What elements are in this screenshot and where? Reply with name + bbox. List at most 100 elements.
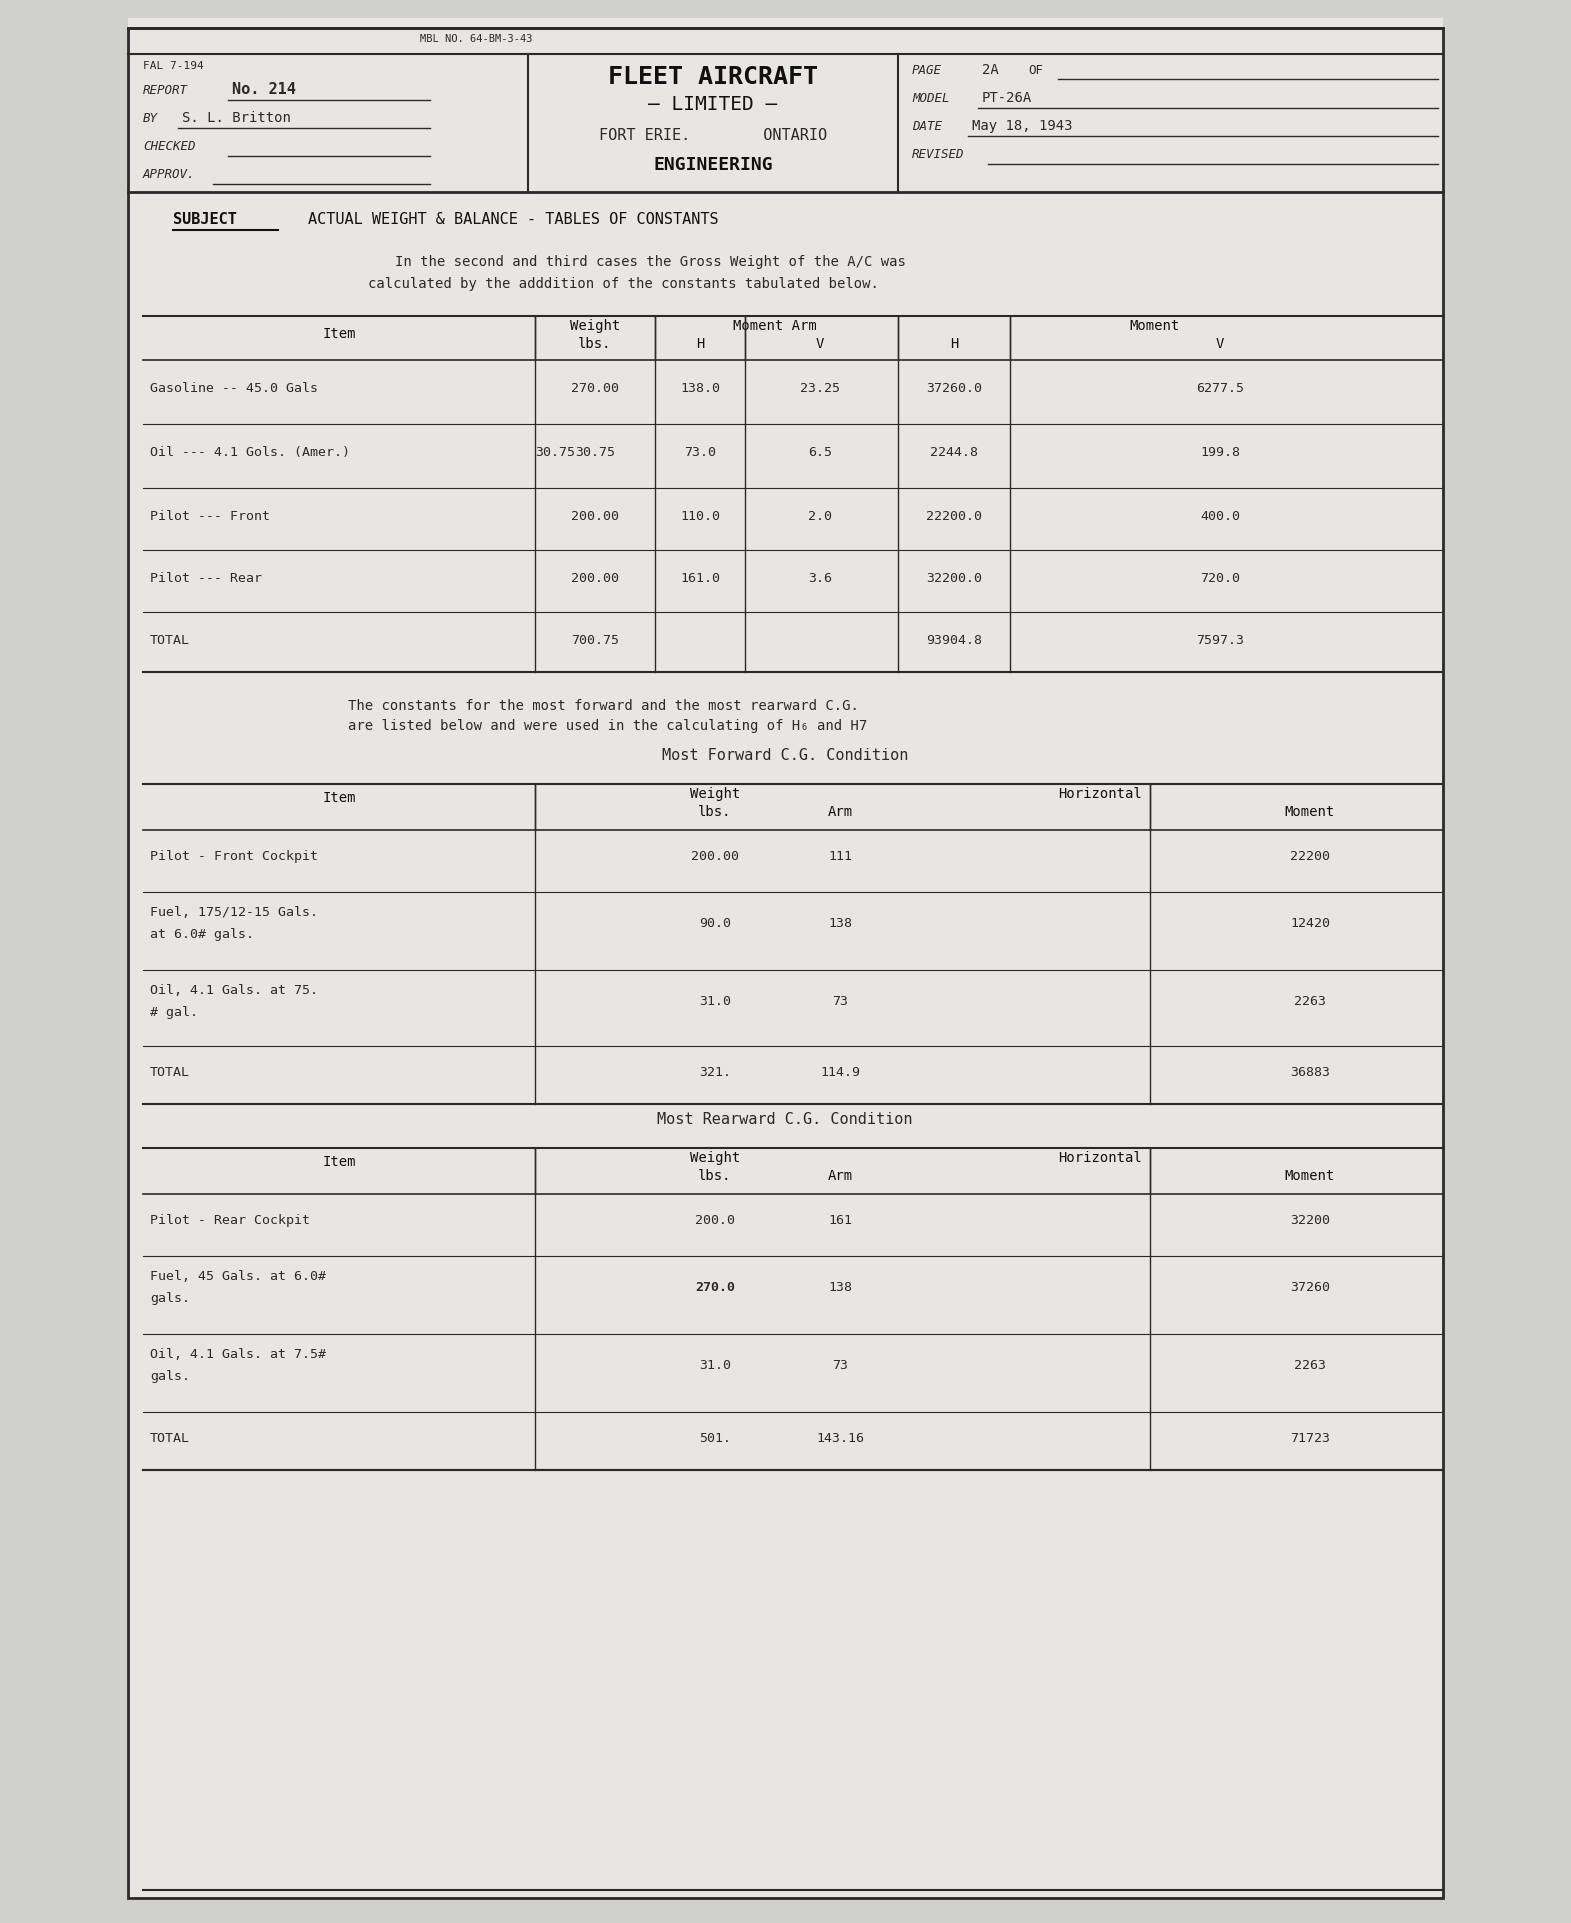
Text: Gasoline -- 45.0 Gals: Gasoline -- 45.0 Gals [149,383,317,394]
Text: 700.75: 700.75 [570,635,619,646]
Text: No. 214: No. 214 [233,83,295,96]
Text: Pilot --- Front: Pilot --- Front [149,510,270,523]
Text: calculated by the adddition of the constants tabulated below.: calculated by the adddition of the const… [368,277,878,290]
Text: 73.0: 73.0 [683,446,716,460]
Text: Pilot --- Rear: Pilot --- Rear [149,571,262,585]
Text: Horizontal: Horizontal [1059,787,1142,802]
Text: H: H [696,337,704,352]
Text: Item: Item [322,790,355,806]
Text: 37260.0: 37260.0 [925,383,982,394]
Text: OF: OF [1027,63,1043,77]
Text: 270.0: 270.0 [694,1281,735,1294]
Text: 36883: 36883 [1290,1065,1331,1079]
Text: 161.0: 161.0 [680,571,720,585]
Text: 200.00: 200.00 [691,850,738,863]
Bar [127,17,1444,1898]
Text: 400.0: 400.0 [1200,510,1240,523]
Text: MBL NO. 64-BM-3-43: MBL NO. 64-BM-3-43 [419,35,533,44]
Text: Fuel, 175/12-15 Gals.: Fuel, 175/12-15 Gals. [149,906,317,919]
Text: S. L. Britton: S. L. Britton [182,112,291,125]
Text: 30.75: 30.75 [536,446,575,460]
Text: ACTUAL WEIGHT & BALANCE - TABLES OF CONSTANTS: ACTUAL WEIGHT & BALANCE - TABLES OF CONS… [308,212,718,227]
Text: The constants for the most forward and the most rearward C.G.: The constants for the most forward and t… [349,698,859,713]
Text: TOTAL: TOTAL [149,1433,190,1444]
Text: 3.6: 3.6 [807,571,833,585]
Text: lbs.: lbs. [698,1169,732,1183]
Text: 2A: 2A [982,63,999,77]
Text: 37260: 37260 [1290,1281,1331,1294]
Text: Horizontal: Horizontal [1059,1152,1142,1165]
Text: gals.: gals. [149,1292,190,1306]
Text: 200.0: 200.0 [694,1213,735,1227]
Text: V: V [1216,337,1224,352]
Text: 7597.3: 7597.3 [1196,635,1244,646]
Text: SUBJECT: SUBJECT [173,212,237,227]
Text: 720.0: 720.0 [1200,571,1240,585]
Text: gals.: gals. [149,1369,190,1383]
Text: 138: 138 [828,1281,851,1294]
Text: 2.0: 2.0 [807,510,833,523]
Text: Moment: Moment [1130,319,1180,333]
Text: are listed below and were used in the calculating of H₆ and H7: are listed below and were used in the ca… [349,719,867,733]
Text: 2263: 2263 [1295,1360,1326,1371]
Text: 73: 73 [833,1360,848,1371]
Text: Fuel, 45 Gals. at 6.0#: Fuel, 45 Gals. at 6.0# [149,1269,327,1283]
Text: 93904.8: 93904.8 [925,635,982,646]
Text: TOTAL: TOTAL [149,635,190,646]
Text: 2263: 2263 [1295,994,1326,1008]
Text: Pilot - Front Cockpit: Pilot - Front Cockpit [149,850,317,863]
Text: May 18, 1943: May 18, 1943 [972,119,1073,133]
Text: REPORT: REPORT [143,85,189,96]
Text: Weight: Weight [690,787,740,802]
Text: 23.25: 23.25 [800,383,840,394]
Text: at 6.0# gals.: at 6.0# gals. [149,929,255,940]
Text: V: V [815,337,825,352]
Text: FLEET AIRCRAFT: FLEET AIRCRAFT [608,65,818,88]
Text: H: H [950,337,958,352]
Text: # gal.: # gal. [149,1006,198,1019]
Text: PT-26A: PT-26A [982,90,1032,106]
Text: 501.: 501. [699,1433,731,1444]
Text: 161: 161 [828,1213,851,1227]
Text: 114.9: 114.9 [820,1065,859,1079]
Text: DATE: DATE [913,119,943,133]
Text: Arm: Arm [828,806,853,819]
Text: 321.: 321. [699,1065,731,1079]
Text: Moment Arm: Moment Arm [734,319,817,333]
Text: 32200.0: 32200.0 [925,571,982,585]
Text: 6.5: 6.5 [807,446,833,460]
Text: Moment: Moment [1285,806,1335,819]
Text: TOTAL: TOTAL [149,1065,190,1079]
Text: Most Forward C.G. Condition: Most Forward C.G. Condition [661,748,908,763]
Text: 143.16: 143.16 [815,1433,864,1444]
Text: 110.0: 110.0 [680,510,720,523]
Text: BY: BY [143,112,159,125]
Text: 71723: 71723 [1290,1433,1331,1444]
Text: 73: 73 [833,994,848,1008]
Text: Pilot - Rear Cockpit: Pilot - Rear Cockpit [149,1213,309,1227]
Text: ENGINEERING: ENGINEERING [654,156,773,173]
Text: lbs.: lbs. [698,806,732,819]
Text: Most Rearward C.G. Condition: Most Rearward C.G. Condition [657,1111,913,1127]
Bar [127,29,1444,1898]
Text: 138: 138 [828,917,851,931]
Text: Arm: Arm [828,1169,853,1183]
Text: Item: Item [322,327,355,340]
Text: Oil, 4.1 Gals. at 7.5#: Oil, 4.1 Gals. at 7.5# [149,1348,327,1361]
Text: Oil --- 4.1 Gols. (Amer.): Oil --- 4.1 Gols. (Amer.) [149,446,350,460]
Text: Moment: Moment [1285,1169,1335,1183]
Text: 138.0: 138.0 [680,383,720,394]
Text: 30.75: 30.75 [575,446,614,460]
Text: 6277.5: 6277.5 [1196,383,1244,394]
Text: Weight: Weight [570,319,621,333]
Text: In the second and third cases the Gross Weight of the A/C was: In the second and third cases the Gross … [394,256,906,269]
Text: 31.0: 31.0 [699,1360,731,1371]
Text: 200.00: 200.00 [570,571,619,585]
Text: REVISED: REVISED [913,148,965,162]
Text: 90.0: 90.0 [699,917,731,931]
Text: 2244.8: 2244.8 [930,446,979,460]
Text: MODEL: MODEL [913,92,949,106]
Text: 270.00: 270.00 [570,383,619,394]
Text: lbs.: lbs. [578,337,611,352]
Text: APPROV.: APPROV. [143,167,195,181]
